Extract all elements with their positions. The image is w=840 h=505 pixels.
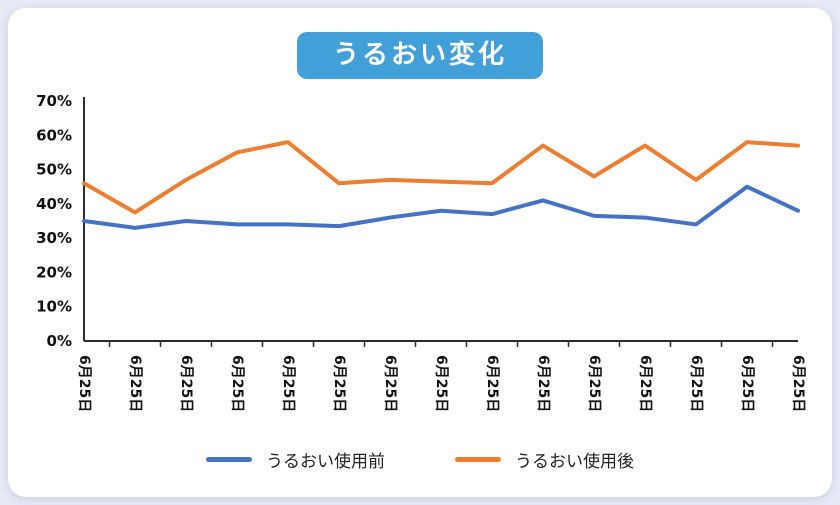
- legend-item-after: うるおい使用後: [455, 447, 634, 472]
- y-axis-tick-label: 20%: [36, 264, 72, 282]
- y-axis-tick-label: 60%: [36, 126, 72, 144]
- x-axis-category-label: 6月25日: [790, 355, 806, 412]
- y-axis-tick-label: 30%: [36, 229, 72, 247]
- x-axis-category-label: 6月25日: [484, 355, 500, 412]
- x-axis-category-label: 6月25日: [688, 355, 704, 412]
- y-axis-tick-label: 50%: [36, 161, 72, 179]
- x-axis-category-label: 6月25日: [229, 355, 245, 412]
- x-axis-category-label: 6月25日: [331, 355, 347, 412]
- line-chart-canvas: 0% 10% 20% 30% 40% 50% 60% 70% 6月25日 6月25日 6月25日 6月…: [36, 92, 806, 412]
- series-line: [82, 184, 800, 231]
- chart-card: うるおい変化 0% 10% 20% 30% 40% 50% 60% 70% 6月25日 6月25日…: [8, 8, 832, 497]
- x-axis-category-label: 6月25日: [382, 355, 398, 412]
- chart-legend: うるおい使用前 うるおい使用後: [8, 447, 832, 472]
- y-axis-tick-label: 0%: [47, 332, 72, 350]
- legend-label-before: うるおい使用前: [266, 452, 385, 473]
- legend-label-after: うるおい使用後: [515, 452, 634, 473]
- legend-line-before-swatch: [206, 457, 252, 463]
- legend-line-after-swatch: [455, 457, 501, 463]
- x-axis-category-label: 6月25日: [739, 355, 755, 412]
- x-axis-category-label: 6月25日: [535, 355, 551, 412]
- x-axis-category-label: 6月25日: [280, 355, 296, 412]
- x-axis-category-label: 6月25日: [76, 355, 92, 412]
- chart-title-area: うるおい変化: [8, 8, 832, 80]
- series-line: [82, 140, 800, 215]
- x-axis-category-label: 6月25日: [637, 355, 653, 412]
- x-axis-category-label: 6月25日: [586, 355, 602, 412]
- chart-title: うるおい変化: [296, 32, 543, 80]
- x-axis-category-label: 6月25日: [178, 355, 194, 412]
- y-axis-tick-label: 40%: [36, 195, 72, 213]
- x-axis-category-label: 6月25日: [433, 355, 449, 412]
- x-axis-category-label: 6月25日: [127, 355, 143, 412]
- y-axis-tick-label: 70%: [36, 92, 72, 110]
- legend-item-before: うるおい使用前: [206, 447, 385, 472]
- y-axis-tick-label: 10%: [36, 298, 72, 316]
